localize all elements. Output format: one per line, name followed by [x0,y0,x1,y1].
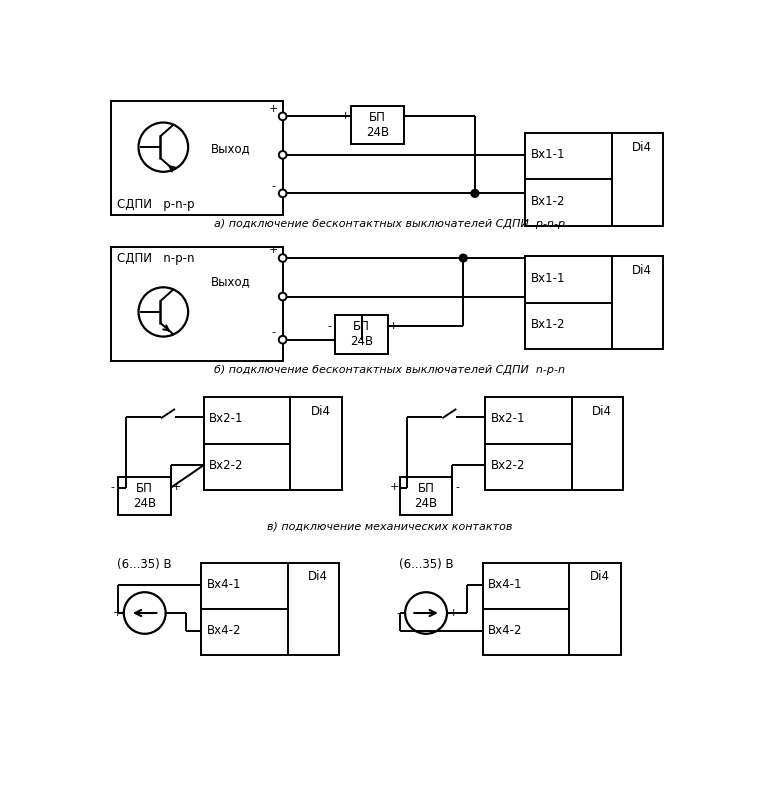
Bar [400,476,452,515]
Circle shape [139,288,188,337]
Text: +: + [389,321,398,331]
Circle shape [279,151,287,159]
Text: СДПИ   n-р-n: СДПИ n-р-n [117,252,194,265]
Text: Вх2-2: Вх2-2 [490,459,525,472]
Text: +: + [269,246,278,255]
Text: +: + [390,483,399,492]
Text: -: - [328,321,332,331]
Text: Вх4-1: Вх4-1 [488,578,523,591]
Bar [336,315,388,353]
Circle shape [460,254,467,262]
Circle shape [405,592,447,634]
Text: -: - [272,181,275,190]
Text: +: + [113,608,123,618]
Text: -: - [407,111,411,122]
Circle shape [279,292,287,300]
Circle shape [124,592,166,634]
Bar [525,257,663,349]
Circle shape [279,112,287,120]
Text: (6...35) В: (6...35) В [399,558,454,571]
Text: Выход: Выход [212,142,251,155]
Bar [485,397,623,490]
Text: Di4: Di4 [592,404,612,418]
Text: Вх2-2: Вх2-2 [209,459,244,472]
Text: Di4: Di4 [310,404,330,418]
Circle shape [279,190,287,198]
Bar [110,247,282,361]
Text: Di4: Di4 [308,570,328,583]
Text: Вх1-2: Вх1-2 [530,318,565,331]
Text: БП
24В: БП 24В [350,320,374,348]
Text: Выход: Выход [212,276,251,288]
Text: б) подключение бесконтактных выключателей СДПИ  n-р-n: б) подключение бесконтактных выключателе… [214,366,565,375]
Text: Вх1-1: Вх1-1 [530,272,565,284]
Circle shape [139,122,188,171]
Bar [351,106,403,144]
Bar [110,101,282,215]
Text: БП
24В: БП 24В [366,111,389,139]
Text: +: + [269,103,278,114]
Bar [202,563,339,656]
Bar [525,134,663,226]
Text: Вх2-1: Вх2-1 [490,412,525,426]
Text: Вх2-1: Вх2-1 [209,412,244,426]
Text: а) подключение бесконтактных выключателей СДПИ  р-n-р: а) подключение бесконтактных выключателе… [214,219,565,229]
Circle shape [279,254,287,262]
Text: Вх4-2: Вх4-2 [488,624,523,638]
Text: Вх1-1: Вх1-1 [530,149,565,161]
Text: Di4: Di4 [590,570,610,583]
Text: -: - [397,608,401,618]
Bar [204,397,342,490]
Text: БП
24В: БП 24В [133,482,156,510]
Circle shape [471,190,479,198]
Text: Вх4-2: Вх4-2 [207,624,241,638]
Text: СДПИ   р-n-р: СДПИ р-n-р [117,198,194,212]
Text: в) подключение механических контактов: в) подключение механических контактов [267,521,512,532]
Bar [482,563,620,656]
Text: Di4: Di4 [632,141,652,154]
Text: Вх1-2: Вх1-2 [530,194,565,208]
Text: -: - [111,483,115,492]
Circle shape [279,336,287,344]
Text: Di4: Di4 [632,264,652,276]
Bar [119,476,171,515]
Text: +: + [172,483,181,492]
Text: +: + [341,111,350,122]
Text: БП
24В: БП 24В [415,482,438,510]
Text: -: - [170,608,174,618]
Text: Вх4-1: Вх4-1 [207,578,241,591]
Text: -: - [456,483,460,492]
Text: (6...35) В: (6...35) В [117,558,172,571]
Text: -: - [272,327,275,337]
Text: +: + [448,608,458,618]
